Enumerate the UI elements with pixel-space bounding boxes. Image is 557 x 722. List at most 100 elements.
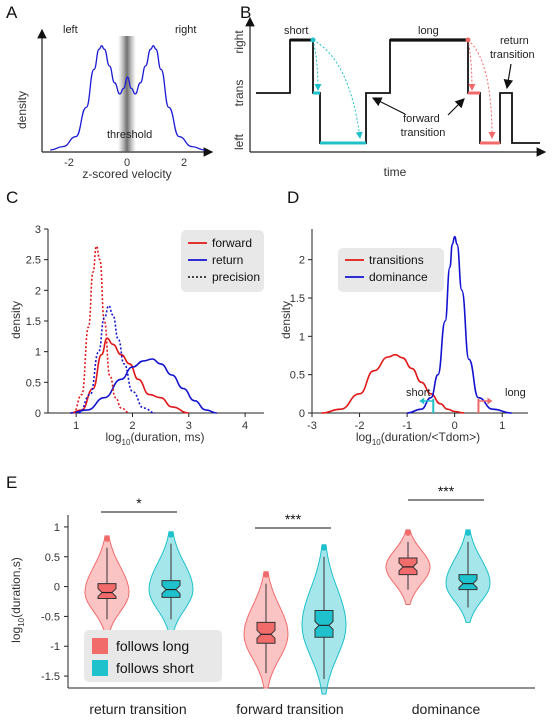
box-follows-long-1 <box>256 621 276 644</box>
legend-follows-long-swatch <box>92 638 108 654</box>
threshold-arrowhead-short <box>419 397 425 405</box>
legend-follows-long-label: follows long <box>116 638 189 654</box>
category-dominance: dominance <box>412 701 481 717</box>
panel-c-xtick-label: 1 <box>73 420 79 432</box>
state-tick-right: right <box>232 30 246 54</box>
panel-c-ytick-label: 3 <box>35 224 41 236</box>
sig-dominance: *** <box>438 483 455 499</box>
return-transition-arrow <box>503 63 514 90</box>
panel-c-ytick-label: 2.5 <box>26 255 41 267</box>
label-short: short <box>284 25 308 37</box>
panel-letter-a: A <box>6 3 18 22</box>
panel-e-ytick-label: -1.5 <box>41 671 60 683</box>
label-forward-line1: forward <box>403 113 440 125</box>
panel-letter-d: D <box>287 188 299 207</box>
panel-c-curve-forward-precision <box>72 245 130 414</box>
state-tick-trans: trans <box>232 80 246 107</box>
panel-c: C 0 0.5 1 1.5 2 2.5 3 1 2 3 4 density log10(durat… <box>6 188 264 447</box>
panel-e: E 1 0.5 0 -0.5 -1 -1.5 log10(duration,s) * **… <box>6 473 535 717</box>
outlier-follows-long-1 <box>263 571 269 578</box>
panel-c-ytick-label: 1 <box>35 347 41 359</box>
panel-d-ytick-label: 2 <box>299 255 305 267</box>
outlier-follows-long-0 <box>104 535 110 542</box>
panel-letter-b: B <box>240 3 251 22</box>
label-right: right <box>175 24 196 36</box>
state-tick-left: left <box>232 133 246 150</box>
state-trace <box>256 39 540 144</box>
panel-a-ylabel: density <box>15 91 29 129</box>
label-long: long <box>418 25 439 37</box>
panel-e-ytick-label: 0 <box>54 582 60 594</box>
short-arrow-2 <box>312 39 363 139</box>
panel-d-ytick-label: 0.5 <box>290 370 305 382</box>
legend-precision-label: precision <box>212 270 260 284</box>
panel-c-ylabel: density <box>9 301 23 339</box>
panel-d-xtick-label: 0 <box>452 420 458 432</box>
panel-c-curve-return-precision <box>78 304 156 414</box>
panel-c-xtick-label: 2 <box>129 420 135 432</box>
label-left: left <box>63 24 78 36</box>
sig-forward: *** <box>285 511 302 527</box>
panel-d-xtick-label: -3 <box>307 420 317 432</box>
legend-dominance-label: dominance <box>369 270 428 284</box>
panel-c-xtick-label: 4 <box>242 420 248 432</box>
panel-letter-e: E <box>6 473 17 492</box>
panel-b: B right trans left short long return tra… <box>232 3 547 179</box>
panel-a-xtick: 0 <box>124 157 130 169</box>
panel-c-xtick-label: 3 <box>186 420 192 432</box>
long-arrow-1 <box>467 39 476 91</box>
panel-d-ylabel: density <box>279 301 293 339</box>
label-short-threshold: short <box>406 387 430 399</box>
forward-arrow-left <box>371 97 406 115</box>
panel-a-xlabel: z-scored velocity <box>82 167 171 181</box>
panel-d-xtick-label: -2 <box>355 420 365 432</box>
panel-d-xlabel: log10(duration/<Tdom>) <box>356 430 480 447</box>
forward-arrow-right <box>447 98 465 116</box>
box-follows-short-1 <box>314 609 334 638</box>
panel-e-ytick-label: -1 <box>50 641 60 653</box>
panel-d-xtick-label: 1 <box>499 420 505 432</box>
panel-d-ytick-label: 0 <box>299 408 305 420</box>
panel-c-ytick-label: 1.5 <box>26 316 41 328</box>
panel-d: D 0 0.5 1 1.5 2 -3 -2 -1 0 1 density log10(durat… <box>279 188 528 447</box>
outlier-follows-short-1 <box>321 544 327 551</box>
legend-transitions-label: transitions <box>369 253 424 267</box>
panel-d-curve-transitions <box>321 353 465 414</box>
panel-e-ytick-label: 1 <box>54 522 60 534</box>
label-long-threshold: long <box>505 387 526 399</box>
label-forward-line2: transition <box>401 127 446 139</box>
label-return-line1: return <box>500 35 529 47</box>
panel-c-ytick-label: 0 <box>35 408 41 420</box>
panel-d-ytick-label: 1.5 <box>290 293 305 305</box>
panel-e-ytick-label: -0.5 <box>41 611 60 623</box>
legend-forward-label: forward <box>212 236 252 250</box>
outlier-follows-short-0 <box>168 531 174 538</box>
outlier-follows-long-2 <box>405 529 411 536</box>
panel-a-xtick: -2 <box>64 157 74 169</box>
outlier-follows-short-2 <box>465 529 471 536</box>
sig-return: * <box>136 495 142 511</box>
box-follows-long-0 <box>97 583 117 600</box>
panel-d-ytick-label: 1 <box>299 331 305 343</box>
panel-c-xlabel: log10(duration, ms) <box>106 430 205 447</box>
panel-d-xtick-label: -1 <box>402 420 412 432</box>
legend-return-label: return <box>212 253 243 267</box>
velocity-density-curve <box>50 45 205 151</box>
panel-e-legend <box>84 630 222 682</box>
label-forward-transition: forward transition <box>401 113 446 139</box>
panel-letter-c: C <box>6 188 18 207</box>
panel-b-xlabel: time <box>384 165 407 179</box>
panel-a-xtick: 2 <box>181 157 187 169</box>
panel-e-ylabel: log10(duration,s) <box>9 557 26 643</box>
category-return-transition: return transition <box>89 701 186 717</box>
panel-d-curve-dominance <box>407 235 512 414</box>
panel-c-ytick-label: 2 <box>35 285 41 297</box>
panel-c-curve-return <box>70 358 217 414</box>
threshold-arrowhead-long <box>487 397 493 405</box>
label-return-line2: transition <box>490 49 535 61</box>
label-return-transition: return transition <box>490 35 535 61</box>
panel-a: A density left right threshold -2 0 2 z-… <box>6 3 214 181</box>
threshold-label: threshold <box>107 129 152 141</box>
category-forward-transition: forward transition <box>236 701 343 717</box>
